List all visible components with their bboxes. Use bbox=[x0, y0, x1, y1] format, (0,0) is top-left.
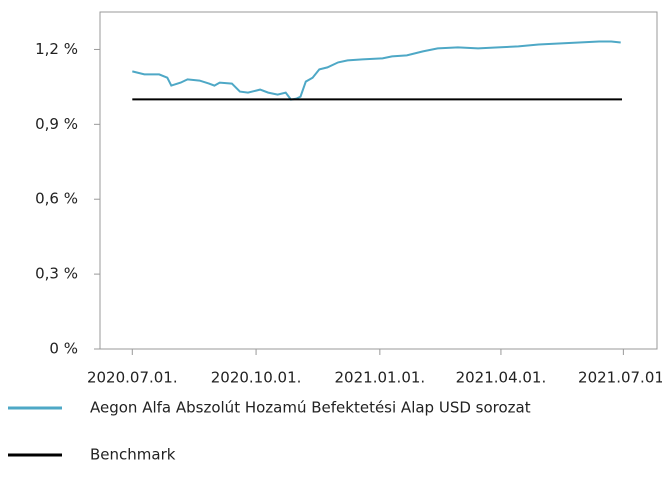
y-tick-label: 0,9 % bbox=[35, 115, 78, 133]
x-tick-label: 2021.01.01. bbox=[335, 369, 426, 387]
y-tick-label: 0,6 % bbox=[35, 190, 78, 208]
plot-frame bbox=[99, 11, 658, 350]
x-tick-label: 2020.10.01. bbox=[211, 369, 302, 387]
x-tick-label: 2021.04.01. bbox=[456, 369, 547, 387]
x-tick-label: 2020.07.01. bbox=[87, 369, 178, 387]
legend-label: Aegon Alfa Abszolút Hozamú Befektetési A… bbox=[90, 399, 531, 417]
y-tick-label: 0 % bbox=[49, 340, 78, 358]
y-tick-label: 0,3 % bbox=[35, 265, 78, 283]
y-tick-label: 1,2 % bbox=[35, 40, 78, 58]
x-tick-label: 2021.07.01. bbox=[578, 369, 662, 387]
legend-label: Benchmark bbox=[90, 446, 176, 464]
series-line bbox=[132, 40, 621, 101]
